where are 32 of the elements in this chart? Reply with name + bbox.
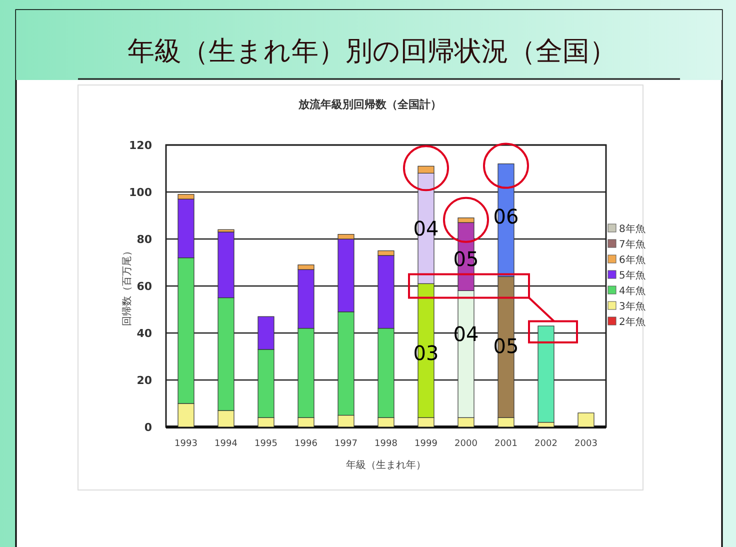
legend-label: 3年魚 — [619, 300, 646, 312]
x-tick-label: 1998 — [374, 439, 398, 449]
y-tick-label: 20 — [136, 374, 152, 387]
legend-label: 4年魚 — [619, 285, 646, 297]
y-tick-label: 40 — [136, 327, 152, 340]
x-tick-label: 2001 — [494, 439, 518, 449]
legend-label: 7年魚 — [619, 238, 646, 250]
chart-subtitle: 放流年級別回帰数（全国計） — [298, 98, 442, 111]
x-axis-title: 年級（生まれ年） — [346, 459, 426, 471]
legend-label: 5年魚 — [619, 270, 646, 282]
x-tick-label: 1995 — [254, 439, 278, 449]
y-axis-title: 回帰数（百万尾） — [121, 246, 133, 326]
x-tick-label: 2003 — [574, 439, 598, 449]
x-tick-label: 1996 — [294, 439, 318, 449]
y-tick-label: 80 — [136, 233, 152, 246]
x-tick-label: 1993 — [174, 439, 198, 449]
annotation: 04 — [453, 322, 479, 346]
x-tick-label: 2000 — [454, 439, 478, 449]
y-tick-label: 120 — [129, 139, 152, 152]
x-tick-label: 1999 — [414, 439, 438, 449]
legend-label: 2年魚 — [619, 316, 646, 328]
y-tick-label: 60 — [136, 280, 152, 293]
chart-title: 年級（生まれ年）別の回帰状況（全国） — [128, 36, 616, 67]
legend-label: 6年魚 — [619, 254, 646, 266]
annotation: 04 — [413, 216, 439, 240]
legend-label: 8年魚 — [619, 223, 646, 235]
y-tick-label: 0 — [144, 421, 152, 434]
x-tick-label: 1994 — [214, 439, 238, 449]
y-tick-label: 100 — [129, 186, 152, 199]
x-tick-label: 2002 — [534, 439, 558, 449]
bar — [578, 412, 594, 428]
x-tick-label: 1997 — [334, 439, 358, 449]
